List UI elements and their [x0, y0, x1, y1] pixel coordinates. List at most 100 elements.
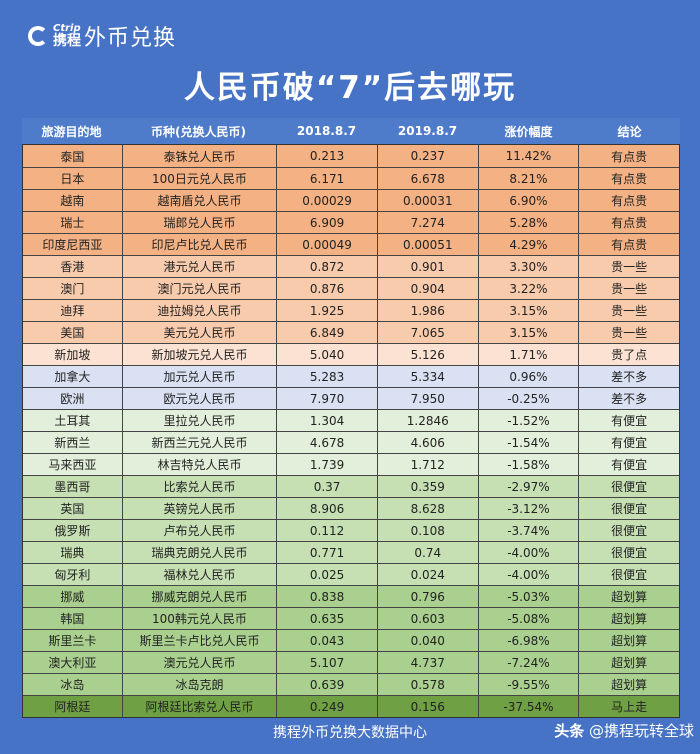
- table-row: 澳门 澳门元兑人民币 0.876 0.904 3.22% 贵一些: [23, 277, 679, 299]
- table-row: 阿根廷 阿根廷比索兑人民币 0.249 0.156 -37.54% 马上走: [23, 695, 679, 717]
- table-cell: 0.603: [376, 608, 478, 629]
- table-cell: 英国: [60, 502, 85, 516]
- table-cell: 林吉特兑人民币: [121, 454, 277, 475]
- table-cell: 0.578: [376, 674, 478, 695]
- table-cell: 3.15%: [477, 322, 579, 343]
- table-row: 欧洲 欧元兑人民币 7.970 7.950 -0.25% 差不多: [23, 387, 679, 409]
- table-row: 美国 美元兑人民币 6.849 7.065 3.15% 贵一些: [23, 321, 679, 343]
- table-cell: 7.065: [376, 322, 478, 343]
- table-row: 英国 英镑兑人民币 8.906 8.628 -3.12% 很便宜: [23, 497, 679, 519]
- table-cell: 有便宜: [578, 454, 679, 475]
- table-cell: 7.950: [376, 388, 478, 409]
- table-cell: 0.838: [276, 586, 377, 607]
- table-cell: 0.025: [276, 564, 377, 585]
- table-cell: -7.24%: [477, 652, 579, 673]
- table-cell: -0.25%: [477, 388, 579, 409]
- table-cell: 欧洲: [60, 392, 85, 406]
- table-cell: 5.334: [376, 366, 478, 387]
- table-cell: 6.849: [276, 322, 377, 343]
- table-cell: 斯里兰卡卢比兑人民币: [121, 630, 277, 651]
- table-cell: 加元兑人民币: [121, 366, 277, 387]
- column-header: 旅游目的地: [41, 124, 102, 139]
- footer-source: 携程外币兑换大数据中心: [273, 725, 427, 741]
- table-cell: 4.678: [276, 432, 377, 453]
- table-cell: 有点贵: [578, 190, 679, 211]
- table-cell: 很便宜: [578, 520, 679, 541]
- table-cell: 6.90%: [477, 190, 579, 211]
- table-cell: 3.30%: [477, 256, 579, 277]
- table-cell: -3.12%: [477, 498, 579, 519]
- table-cell: 贵一些: [578, 278, 679, 299]
- column-header: 2019.8.7: [397, 124, 458, 138]
- table-cell: 瑞典克朗兑人民币: [121, 542, 277, 563]
- table-cell: 11.42%: [477, 145, 579, 167]
- table-cell: 欧元兑人民币: [121, 388, 277, 409]
- table-cell: 越南盾兑人民币: [121, 190, 277, 211]
- table-row: 新加坡 新加坡元兑人民币 5.040 5.126 1.71% 贵了点: [23, 343, 679, 365]
- table-cell: 挪威: [60, 590, 85, 604]
- table-cell: -1.58%: [477, 454, 579, 475]
- table-cell: 6.909: [276, 212, 377, 233]
- table-cell: 有便宜: [578, 410, 679, 431]
- watermark-handle: @携程玩转全球: [588, 722, 694, 740]
- table-cell: 4.606: [376, 432, 478, 453]
- dolphin-logo-icon: [28, 24, 50, 48]
- table-row: 韩国 100韩元兑人民币 0.635 0.603 -5.08% 超划算: [23, 607, 679, 629]
- table-cell: 6.678: [376, 168, 478, 189]
- table-cell: 0.237: [376, 145, 478, 167]
- brand-wordmark: Ctrip 携程: [53, 24, 81, 49]
- table-cell: 0.043: [276, 630, 377, 651]
- table-cell: 0.74: [376, 542, 478, 563]
- table-row: 越南 越南盾兑人民币 0.00029 0.00031 6.90% 有点贵: [23, 189, 679, 211]
- table-cell: 贵一些: [578, 256, 679, 277]
- exchange-rate-table: 旅游目的地 币种(兑换人民币) 2018.8.7 2019.8.7 涨价幅度 结论 泰国泰…: [22, 118, 680, 718]
- table-cell: 4.29%: [477, 234, 579, 255]
- table-cell: 加拿大: [54, 370, 91, 384]
- table-cell: 0.635: [276, 608, 377, 629]
- table-cell: 瑞郎兑人民币: [121, 212, 277, 233]
- table-cell: -9.55%: [477, 674, 579, 695]
- table-cell: 俄罗斯: [54, 524, 91, 538]
- table-cell: 有点贵: [578, 168, 679, 189]
- table-cell: 5.283: [276, 366, 377, 387]
- table-cell: 新加坡: [54, 348, 91, 362]
- table-cell: 马来西亚: [48, 458, 97, 472]
- table-cell: 英镑兑人民币: [121, 498, 277, 519]
- table-cell: 斯里兰卡: [48, 634, 97, 648]
- column-header: 2018.8.7: [296, 124, 357, 138]
- table-cell: 贵了点: [578, 344, 679, 365]
- table-cell: -4.00%: [477, 542, 579, 563]
- table-cell: 日本: [60, 172, 85, 186]
- table-cell: 1.739: [276, 454, 377, 475]
- table-cell: 0.872: [276, 256, 377, 277]
- column-header: 结论: [617, 124, 642, 139]
- table-cell: 超划算: [578, 608, 679, 629]
- table-cell: 新西兰元兑人民币: [121, 432, 277, 453]
- ctrip-logo: Ctrip 携程 外币兑换: [28, 20, 176, 52]
- table-cell: 0.00031: [376, 190, 478, 211]
- table-cell: 0.96%: [477, 366, 579, 387]
- watermark: 头条 @携程玩转全球: [554, 720, 694, 741]
- table-cell: 100日元兑人民币: [121, 168, 277, 189]
- table-cell: 0.37: [276, 476, 377, 497]
- table-cell: 0.213: [276, 145, 377, 167]
- table-cell: 有点贵: [578, 234, 679, 255]
- table-cell: 0.904: [376, 278, 478, 299]
- table-cell: -2.97%: [477, 476, 579, 497]
- table-cell: 澳门: [60, 282, 85, 296]
- table-cell: 0.796: [376, 586, 478, 607]
- table-row: 斯里兰卡 斯里兰卡卢比兑人民币 0.043 0.040 -6.98% 超划算: [23, 629, 679, 651]
- table-cell: 3.22%: [477, 278, 579, 299]
- table-cell: 1.925: [276, 300, 377, 321]
- table-row: 马来西亚 林吉特兑人民币 1.739 1.712 -1.58% 有便宜: [23, 453, 679, 475]
- product-name: 外币兑换: [84, 26, 177, 51]
- table-cell: -6.98%: [477, 630, 579, 651]
- table-cell: 0.639: [276, 674, 377, 695]
- table-cell: 泰国: [60, 149, 85, 164]
- table-cell: 印尼卢比兑人民币: [121, 234, 277, 255]
- table-cell: 0.112: [276, 520, 377, 541]
- table-cell: 美国: [60, 326, 85, 340]
- table-cell: 0.00049: [276, 234, 377, 255]
- table-row: 瑞典 瑞典克朗兑人民币 0.771 0.74 -4.00% 很便宜: [23, 541, 679, 563]
- table-cell: 5.126: [376, 344, 478, 365]
